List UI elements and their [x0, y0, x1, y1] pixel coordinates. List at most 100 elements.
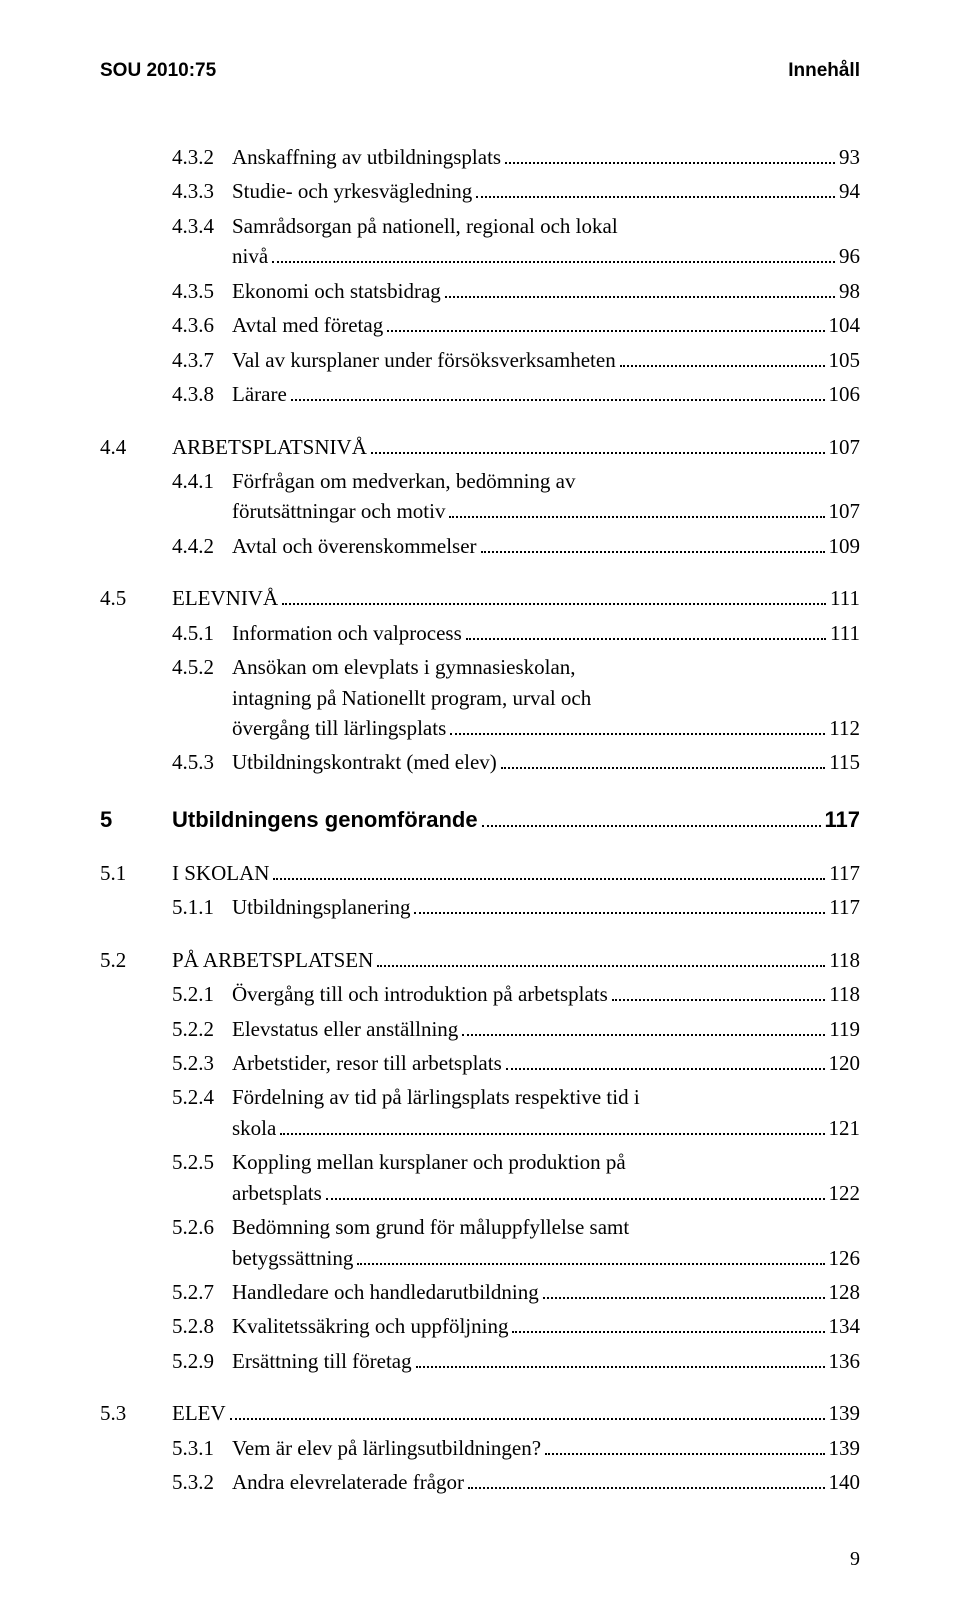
header-right: Innehåll: [788, 60, 860, 82]
toc-entry-page: 104: [829, 310, 861, 340]
toc-entry-title-line: övergång till lärlingsplats: [232, 713, 446, 743]
toc-leader-dots: [291, 399, 825, 401]
toc-entry: 4.5.1Information och valprocess111: [100, 618, 860, 648]
toc-entry-number: 5.3.2: [172, 1467, 232, 1497]
toc-entry-page: 107: [829, 432, 861, 462]
toc-leader-dots: [445, 296, 835, 298]
toc-entry-title-line: Bedömning som grund för måluppfyllelse s…: [232, 1212, 860, 1242]
toc-entry-number: 5.2: [100, 945, 172, 975]
toc-entry-title: Avtal med företag: [232, 310, 383, 340]
toc-leader-dots: [450, 733, 825, 735]
toc-entry-number: 4.4: [100, 432, 172, 462]
toc-entry: 5.3.1Vem är elev på lärlingsutbildningen…: [100, 1433, 860, 1463]
toc-entry-title: ELEV: [172, 1398, 226, 1428]
toc-entry-title: Övergång till och introduktion på arbets…: [232, 979, 608, 1009]
toc-entry-title: Utbildningskontrakt (med elev): [232, 747, 497, 777]
toc-leader-dots: [481, 551, 825, 553]
toc-leader-dots: [512, 1331, 824, 1333]
toc-leader-dots: [416, 1366, 825, 1368]
toc-leader-dots: [543, 1297, 825, 1299]
toc-entry-title: ELEVNIVÅ: [172, 583, 278, 613]
toc-entry-page: 117: [825, 804, 861, 836]
toc-leader-dots: [545, 1453, 824, 1455]
toc-entry: 4.4.1Förfrågan om medverkan, bedömning a…: [100, 466, 860, 527]
toc-entry-page: 117: [829, 858, 860, 888]
toc-entry-title: Lärare: [232, 379, 287, 409]
toc-entry-number: 5.2.6: [172, 1212, 232, 1242]
toc-entry-page: 105: [829, 345, 861, 375]
toc-entry: 4.3.8Lärare106: [100, 379, 860, 409]
toc-entry-page: 106: [829, 379, 861, 409]
toc-entry-title: Anskaffning av utbildningsplats: [232, 142, 501, 172]
toc-entry: 4.4.2Avtal och överenskommelser109: [100, 531, 860, 561]
toc-entry-number: 4.4.1: [172, 466, 232, 496]
toc-entry-page: 94: [839, 176, 860, 206]
toc-entry-title-line: Förfrågan om medverkan, bedömning av: [232, 466, 860, 496]
toc-entry-page: 140: [829, 1467, 861, 1497]
toc-entry-title: Ekonomi och statsbidrag: [232, 276, 441, 306]
toc-entry-page: 122: [829, 1178, 861, 1208]
toc-entry-page: 118: [829, 979, 860, 1009]
toc-entry: 5Utbildningens genomförande117: [100, 804, 860, 836]
toc-entry-number: 5.2.1: [172, 979, 232, 1009]
toc-entry-title-line: betygssättning: [232, 1243, 353, 1273]
toc-entry-number: 4.3.6: [172, 310, 232, 340]
toc-entry: 5.2PÅ ARBETSPLATSEN118: [100, 945, 860, 975]
toc-entry-number: 4.5: [100, 583, 172, 613]
toc-entry-page: 121: [829, 1113, 861, 1143]
toc-entry-number: 5.2.7: [172, 1277, 232, 1307]
toc-entry: 4.4ARBETSPLATSNIVÅ107: [100, 432, 860, 462]
toc-entry: 5.2.5Koppling mellan kursplaner och prod…: [100, 1147, 860, 1208]
toc-entry-page: 117: [829, 892, 860, 922]
toc-entry: 4.5ELEVNIVÅ111: [100, 583, 860, 613]
toc-leader-dots: [468, 1487, 824, 1489]
toc-entry-title-line: skola: [232, 1113, 276, 1143]
toc-entry-number: 5: [100, 804, 172, 836]
toc-entry-page: 139: [829, 1433, 861, 1463]
toc-entry-number: 5.3.1: [172, 1433, 232, 1463]
toc-entry: 5.2.9Ersättning till företag136: [100, 1346, 860, 1376]
toc-entry: 5.3.2Andra elevrelaterade frågor140: [100, 1467, 860, 1497]
toc-entry: 5.2.8Kvalitetssäkring och uppföljning134: [100, 1311, 860, 1341]
toc-leader-dots: [505, 162, 835, 164]
toc-entry-title-line: arbetsplats: [232, 1178, 322, 1208]
toc-leader-dots: [282, 603, 826, 605]
toc-entry-page: 115: [829, 747, 860, 777]
toc-entry-title-line: Koppling mellan kursplaner och produktio…: [232, 1147, 860, 1177]
toc-entry-number: 5.2.2: [172, 1014, 232, 1044]
toc-leader-dots: [230, 1418, 825, 1420]
toc-entry-title: Utbildningsplanering: [232, 892, 410, 922]
toc-leader-dots: [387, 330, 824, 332]
toc-entry-title: Val av kursplaner under försöksverksamhe…: [232, 345, 616, 375]
header-left: SOU 2010:75: [100, 60, 216, 82]
toc-entry-number: 5.2.8: [172, 1311, 232, 1341]
toc-entry-number: 4.5.3: [172, 747, 232, 777]
toc-entry-title-line: intagning på Nationellt program, urval o…: [232, 683, 860, 713]
toc-entry-title: PÅ ARBETSPLATSEN: [172, 945, 373, 975]
toc-entry: 4.5.3Utbildningskontrakt (med elev) 115: [100, 747, 860, 777]
toc-entry-number: 5.2.3: [172, 1048, 232, 1078]
toc-entry-page: 93: [839, 142, 860, 172]
page-header: SOU 2010:75 Innehåll: [100, 60, 860, 82]
toc-entry-title-line: Samrådsorgan på nationell, regional och …: [232, 211, 860, 241]
toc-entry-title-line: Fördelning av tid på lärlingsplats respe…: [232, 1082, 860, 1112]
toc-entry-number: 5.3: [100, 1398, 172, 1428]
toc-entry-title: Information och valprocess: [232, 618, 462, 648]
toc-leader-dots: [462, 1034, 825, 1036]
toc-entry: 4.3.7Val av kursplaner under försöksverk…: [100, 345, 860, 375]
toc-entry-number: 4.3.3: [172, 176, 232, 206]
toc-entry: 5.2.4Fördelning av tid på lärlingsplats …: [100, 1082, 860, 1143]
toc-leader-dots: [449, 516, 824, 518]
toc-entry-page: 128: [829, 1277, 861, 1307]
toc-entry: 5.2.6Bedömning som grund för måluppfylle…: [100, 1212, 860, 1273]
toc-entry-number: 4.5.2: [172, 652, 232, 682]
toc-entry-page: 136: [829, 1346, 861, 1376]
toc-entry: 5.1I SKOLAN117: [100, 858, 860, 888]
toc-entry-number: 5.2.4: [172, 1082, 232, 1112]
toc-entry-number: 4.3.5: [172, 276, 232, 306]
toc-leader-dots: [377, 965, 825, 967]
toc-entry-number: 4.3.2: [172, 142, 232, 172]
toc-leader-dots: [357, 1263, 824, 1265]
toc-entry-page: 109: [829, 531, 861, 561]
toc-entry: 4.3.4Samrådsorgan på nationell, regional…: [100, 211, 860, 272]
